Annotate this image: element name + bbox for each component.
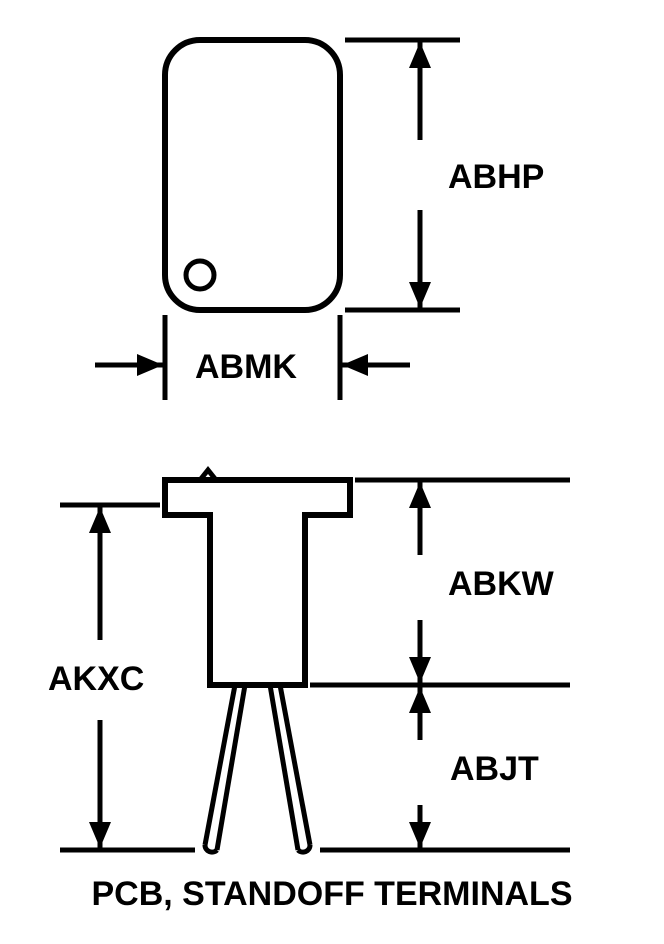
diagram-svg (0, 0, 664, 944)
pin1-marker (186, 261, 214, 289)
label-abhp: ABHP (448, 158, 544, 197)
label-akxc: AKXC (48, 660, 144, 699)
label-abjt: ABJT (450, 750, 539, 789)
side-view-body (165, 480, 350, 685)
label-abkw: ABKW (448, 565, 554, 604)
diagram-page: ABHP ABMK ABKW ABJT AKXC PCB, STANDOFF T… (0, 0, 664, 944)
figure-caption: PCB, STANDOFF TERMINALS (0, 875, 664, 914)
label-abmk: ABMK (195, 348, 297, 387)
top-view-body (165, 40, 340, 310)
